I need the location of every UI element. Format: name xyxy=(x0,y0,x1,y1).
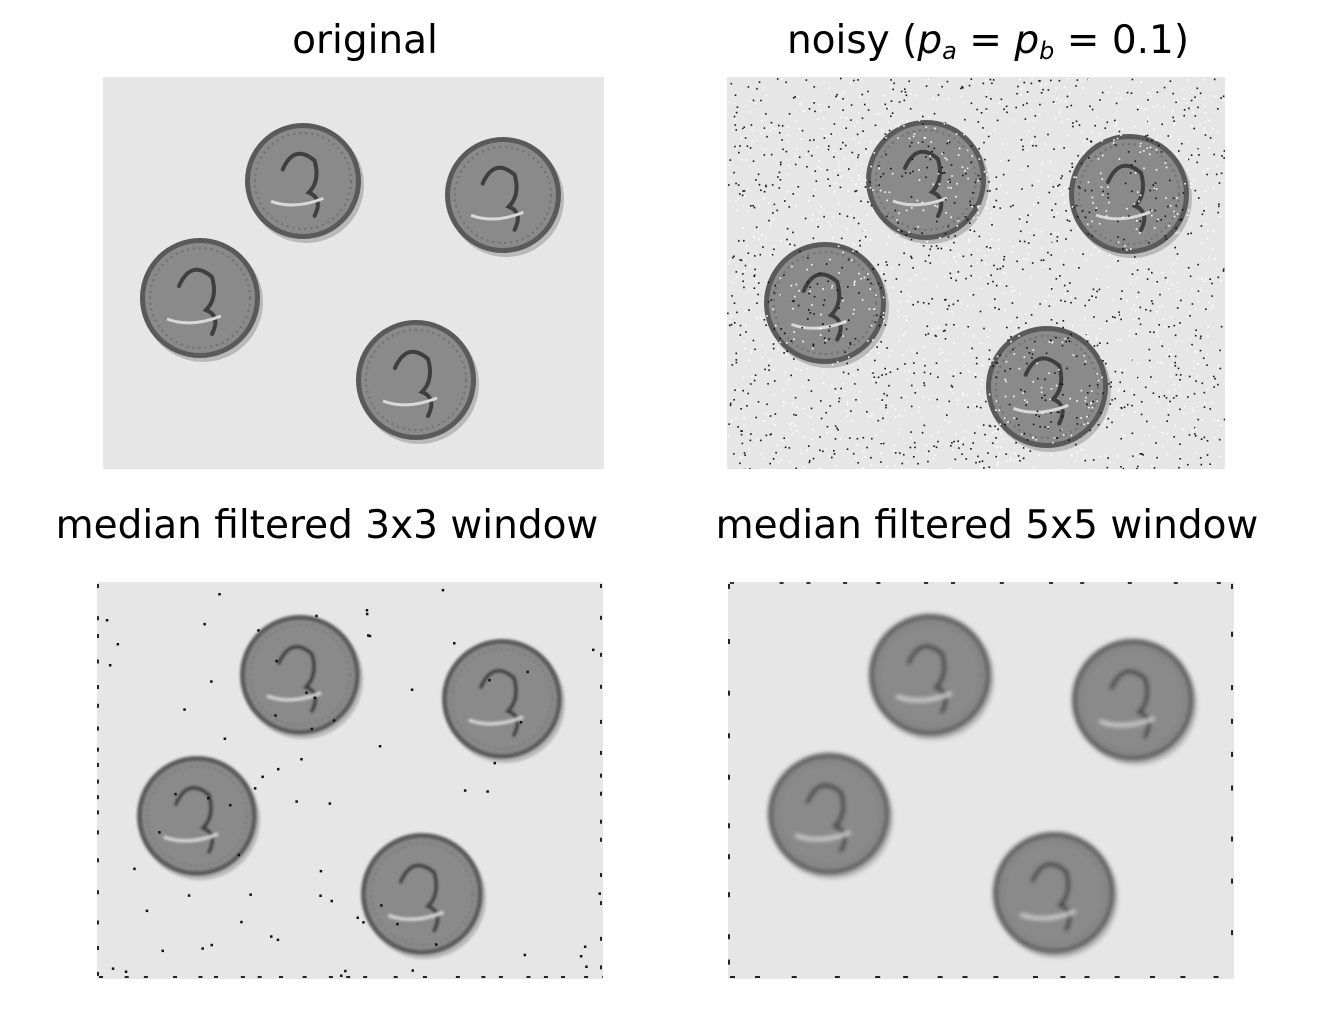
coins-noisy-image xyxy=(727,77,1225,469)
coin xyxy=(356,320,479,444)
coin xyxy=(445,137,564,257)
panel-title-median-5x5: median filtered 5x5 window xyxy=(715,503,1259,548)
residual-noise xyxy=(97,584,603,978)
border-artifacts xyxy=(728,582,1233,978)
coin xyxy=(1072,639,1197,765)
panel-title-noisy: noisy (pa = pb = 0.1) xyxy=(786,18,1190,65)
salt-pepper-noise xyxy=(727,77,1225,469)
coins-original-image xyxy=(103,77,604,469)
panel-title-median-3x3: median filtered 3x3 window xyxy=(55,503,599,548)
coin xyxy=(869,614,994,740)
coin xyxy=(240,615,363,739)
panel-title-original: original xyxy=(292,18,438,63)
coin xyxy=(137,756,260,880)
coin xyxy=(993,832,1118,958)
coin xyxy=(442,639,565,763)
coins-median-3x3-image xyxy=(97,582,603,979)
coin xyxy=(764,242,889,368)
coin xyxy=(768,753,893,879)
coin xyxy=(245,123,364,243)
coin xyxy=(361,833,486,959)
coins-median-5x5-image xyxy=(728,582,1234,979)
coin xyxy=(140,238,263,362)
